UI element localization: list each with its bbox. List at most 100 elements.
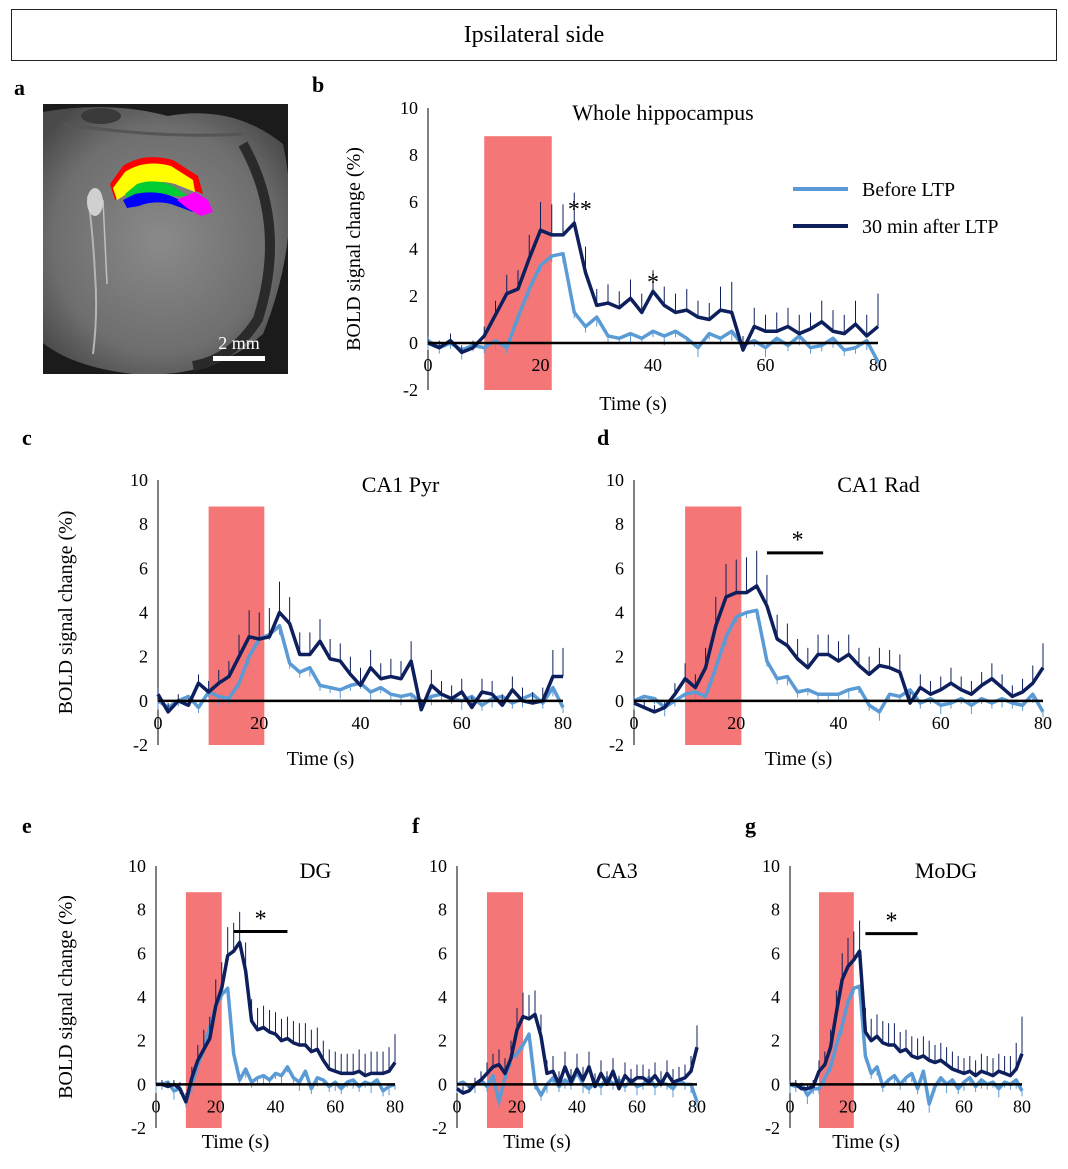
xtick-g-0: 0 <box>786 1096 795 1116</box>
xtick-c-0: 0 <box>154 713 163 733</box>
ytick-c--2: -2 <box>133 735 148 755</box>
title-f: CA3 <box>596 858 638 883</box>
xtick-f-40: 40 <box>568 1096 586 1116</box>
ytick-e--2: -2 <box>131 1118 146 1138</box>
xlabel-c: Time (s) <box>287 748 355 770</box>
stim-block-c <box>208 506 265 745</box>
ytick-c-0: 0 <box>139 691 148 711</box>
ytick-g-6: 6 <box>771 943 780 963</box>
ytick-d-4: 4 <box>615 603 624 623</box>
ylabel-e: BOLD signal change (%) <box>55 895 77 1099</box>
ytick-g-2: 2 <box>771 1031 780 1051</box>
ytick-b-6: 6 <box>409 192 418 212</box>
ytick-d-10: 10 <box>606 470 624 490</box>
ytick-b-10: 10 <box>400 98 418 118</box>
stim-block-f <box>487 892 523 1128</box>
line-d-before <box>633 608 1045 714</box>
mri-svg: 2 mm <box>43 104 288 374</box>
ytick-e-6: 6 <box>137 943 146 963</box>
ytick-d-6: 6 <box>615 558 624 578</box>
ytick-b-0: 0 <box>409 333 418 353</box>
xtick-d-0: 0 <box>630 713 639 733</box>
ytick-g-4: 4 <box>771 987 780 1007</box>
xtick-g-80: 80 <box>1013 1096 1031 1116</box>
xtick-b-40: 40 <box>644 355 662 375</box>
xtick-e-20: 20 <box>207 1096 225 1116</box>
ytick-d--2: -2 <box>609 735 624 755</box>
ytick-g-8: 8 <box>771 900 780 920</box>
xtick-g-40: 40 <box>897 1096 915 1116</box>
line-g-after <box>790 949 1024 1091</box>
ytick-c-6: 6 <box>139 558 148 578</box>
roi-blue <box>123 192 193 212</box>
panel-label-d: d <box>597 425 609 450</box>
title-g: MoDG <box>915 858 977 883</box>
xtick-c-60: 60 <box>453 713 471 733</box>
line-b-before <box>427 251 880 363</box>
ytick-e-2: 2 <box>137 1031 146 1051</box>
ytick-e-8: 8 <box>137 900 146 920</box>
brain-tissue <box>43 107 288 374</box>
xlabel-b: Time (s) <box>599 393 667 415</box>
ytick-d-2: 2 <box>615 647 624 667</box>
figure-header: Ipsilateral side <box>11 9 1057 61</box>
legend-after-label: 30 min after LTP <box>862 216 998 238</box>
panel-label-f: f <box>412 813 420 838</box>
sig-mark-b-0: ** <box>568 197 592 223</box>
xtick-e-80: 80 <box>386 1096 404 1116</box>
ytick-f-6: 6 <box>438 943 447 963</box>
title-c: CA1 Pyr <box>362 472 440 497</box>
line-b-after <box>427 221 880 355</box>
xtick-g-60: 60 <box>955 1096 973 1116</box>
ytick-f-0: 0 <box>438 1074 447 1094</box>
xtick-b-20: 20 <box>532 355 550 375</box>
xtick-d-60: 60 <box>932 713 950 733</box>
ytick-d-0: 0 <box>615 691 624 711</box>
xtick-f-0: 0 <box>453 1096 462 1116</box>
xtick-b-60: 60 <box>757 355 775 375</box>
line-g-before <box>789 984 1024 1106</box>
ytick-f-4: 4 <box>438 987 447 1007</box>
title-e: DG <box>300 858 332 883</box>
scale-bar <box>213 356 265 361</box>
xtick-c-40: 40 <box>352 713 370 733</box>
xtick-d-20: 20 <box>727 713 745 733</box>
ytick-c-2: 2 <box>139 647 148 667</box>
ytick-f--2: -2 <box>432 1118 447 1138</box>
ytick-c-8: 8 <box>139 514 148 534</box>
xlabel-g: Time (s) <box>832 1131 900 1153</box>
title-d: CA1 Rad <box>837 472 920 497</box>
xlabel-f: Time (s) <box>503 1131 571 1153</box>
xtick-e-60: 60 <box>326 1096 344 1116</box>
header-text: Ipsilateral side <box>463 21 605 48</box>
ytick-g-10: 10 <box>762 856 780 876</box>
sig-mark-e-0: * <box>255 906 267 932</box>
line-d-after <box>633 584 1045 714</box>
ytick-b-4: 4 <box>409 239 418 259</box>
ytick-b-2: 2 <box>409 286 418 306</box>
mri-brain-image: 2 mm <box>43 104 288 374</box>
ytick-f-8: 8 <box>438 900 447 920</box>
xtick-f-60: 60 <box>628 1096 646 1116</box>
ytick-d-8: 8 <box>615 514 624 534</box>
xtick-c-20: 20 <box>250 713 268 733</box>
line-f-after <box>455 1012 699 1095</box>
sig-mark-d-0: * <box>792 528 804 554</box>
xlabel-e: Time (s) <box>202 1131 270 1153</box>
ytick-f-2: 2 <box>438 1031 447 1051</box>
xtick-d-40: 40 <box>830 713 848 733</box>
ytick-e-0: 0 <box>137 1074 146 1094</box>
ytick-g--2: -2 <box>765 1118 780 1138</box>
ylabel-c: BOLD signal change (%) <box>55 511 77 715</box>
sig-mark-g-0: * <box>886 909 898 935</box>
scale-bar-label: 2 mm <box>218 333 260 353</box>
xtick-f-20: 20 <box>508 1096 526 1116</box>
ytick-c-4: 4 <box>139 603 148 623</box>
title-b: Whole hippocampus <box>572 100 753 125</box>
ylabel-b: BOLD signal change (%) <box>343 147 365 351</box>
legend-before-label: Before LTP <box>862 179 955 201</box>
roi-magenta <box>177 192 213 216</box>
xtick-e-40: 40 <box>267 1096 285 1116</box>
ytick-b--2: -2 <box>403 380 418 400</box>
